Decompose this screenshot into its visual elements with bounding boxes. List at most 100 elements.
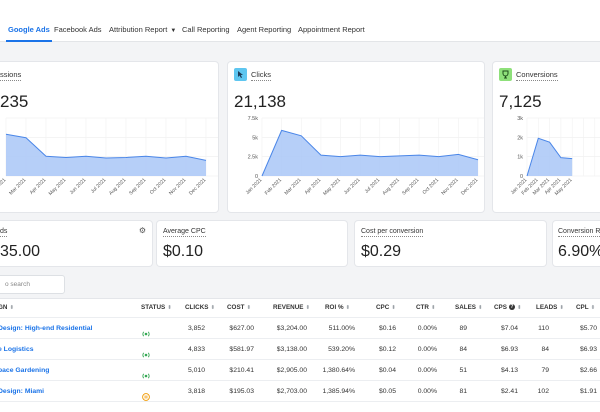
column-header-cost[interactable]: COST ⬍ — [227, 298, 251, 318]
row-divider — [0, 338, 600, 339]
cell-leads: 79 — [541, 367, 549, 374]
cell-clicks: 4,833 — [187, 346, 205, 353]
column-header-roi[interactable]: ROI % ⬍ — [325, 298, 350, 318]
clicks-x-tick-label: Mar 2021 — [284, 177, 303, 196]
sessions-value: 235 — [0, 92, 29, 111]
row-divider — [0, 317, 600, 318]
cell-cpc: $0.12 — [378, 346, 396, 353]
campaign-name-link[interactable]: e Logistics — [0, 346, 34, 353]
cell-revenue: $3,204.00 — [276, 325, 307, 332]
search-input[interactable]: o search — [0, 275, 65, 294]
cell-cost: $195.03 — [229, 388, 254, 395]
cell-cost: $627.00 — [229, 325, 254, 332]
column-header-sales[interactable]: SALES ⬍ — [455, 298, 483, 318]
column-header-label: GN — [0, 304, 8, 311]
tab-attribution-report[interactable]: Attribution Report ▼ — [109, 0, 176, 42]
status-paused-icon[interactable] — [142, 388, 150, 401]
cell-sales: 84 — [459, 346, 467, 353]
cell-roi: 539.20% — [328, 346, 355, 353]
ad-spend-card: ds 35.00 ⚙ — [0, 221, 152, 266]
tab-google-ads[interactable]: Google Ads — [6, 0, 52, 42]
clicks-card: Clicks 21,138 0 2.5k 5k 7.5k Jan 2021 Feb 202… — [228, 62, 484, 212]
help-icon[interactable]: ? — [508, 304, 515, 311]
column-header-name[interactable]: GN ⬍ — [0, 298, 14, 318]
cell-clicks: 3,818 — [187, 388, 205, 395]
average-cpc-card: Average CPC $0.10 — [157, 221, 347, 266]
cell-ctr: 0.00% — [417, 325, 437, 332]
sessions-card-title: ssions — [0, 70, 22, 81]
status-active-icon[interactable] — [142, 325, 150, 337]
cell-leads: 110 — [538, 325, 549, 332]
tab-call-reporting[interactable]: Call Reporting — [182, 25, 230, 34]
column-header-cpc[interactable]: CPC ⬍ — [376, 298, 396, 318]
cell-leads: 102 — [537, 388, 549, 395]
clicks-x-tick-label: Apr 2021 — [304, 177, 323, 196]
clicks-x-tick-label: Nov 2021 — [440, 177, 460, 197]
sort-icon: ⬍ — [210, 305, 216, 311]
cell-roi: 511.00% — [328, 325, 355, 332]
cell-cps: $2.41 — [500, 388, 518, 395]
column-header-cpl[interactable]: CPL ⬍ — [576, 298, 595, 318]
column-header-cps[interactable]: CPS? ⬍ — [494, 298, 522, 318]
column-header-label: CPC — [376, 304, 390, 311]
cell-cpc: $0.04 — [378, 367, 396, 374]
cell-cost: $210.41 — [229, 367, 254, 374]
column-header-ctr[interactable]: CTR ⬍ — [416, 298, 436, 318]
sessions-x-tick-label: Aug 2021 — [108, 177, 128, 197]
cell-cps: $4.13 — [500, 367, 518, 374]
cell-ctr: 0.00% — [417, 367, 437, 374]
column-header-revenue[interactable]: REVENUE ⬍ — [273, 298, 310, 318]
clicks-x-tick-label: Aug 2021 — [381, 177, 401, 197]
column-header-label: CPS — [494, 304, 507, 311]
status-active-icon[interactable] — [142, 346, 150, 358]
cell-revenue: $2,905.00 — [276, 367, 307, 374]
column-header-label: SALES — [455, 304, 476, 311]
clicks-x-tick-label: Dec 2021 — [460, 177, 480, 197]
cell-cpl: $5.70 — [579, 325, 597, 332]
conversion-rate-card: Conversion Ra 6.90% — [553, 221, 600, 266]
sort-icon: ⬍ — [167, 305, 172, 311]
report-tabs-bar: Google Ads Facebook Ads Attribution Repo… — [0, 0, 600, 42]
sort-icon: ⬍ — [9, 305, 15, 311]
cell-ctr: 0.00% — [417, 388, 437, 395]
gear-icon[interactable]: ⚙ — [138, 226, 146, 235]
cell-sales: 89 — [459, 325, 467, 332]
cell-sales: 81 — [459, 388, 467, 395]
campaign-name-link[interactable]: pace Gardening — [0, 367, 50, 374]
column-header-status[interactable]: STATUS ⬍ — [141, 298, 172, 318]
sessions-x-tick-label: Nov 2021 — [168, 177, 188, 197]
column-header-label: CLICKS — [185, 304, 209, 311]
cost-per-conversion-card: Cost per conversion $0.29 — [355, 221, 546, 266]
sort-icon: ⬍ — [305, 305, 311, 311]
column-header-clicks[interactable]: CLICKS ⬍ — [185, 298, 215, 318]
cell-leads: 84 — [541, 346, 549, 353]
cell-roi: 1,385.94% — [322, 388, 355, 395]
cell-cpl: $6.93 — [579, 346, 597, 353]
tab-agent-reporting[interactable]: Agent Reporting — [237, 25, 292, 34]
cell-clicks: 3,852 — [187, 325, 205, 332]
conversions-y-tick-label: 3k — [517, 116, 523, 122]
campaign-name-link[interactable]: Design: Miami — [0, 388, 45, 395]
column-header-label: LEADS — [536, 304, 558, 311]
clicks-x-tick-label: May 2021 — [322, 177, 342, 197]
sessions-x-tick-label: Jun 2021 — [69, 177, 88, 196]
sort-icon: ⬍ — [516, 305, 522, 311]
column-header-label: REVENUE — [273, 304, 304, 311]
row-divider — [0, 359, 600, 360]
campaign-name-link[interactable]: Design: High-end Residential — [0, 325, 93, 332]
tab-facebook-ads[interactable]: Facebook Ads — [54, 25, 102, 34]
sessions-x-tick-label: Sep 2021 — [128, 177, 148, 197]
conversions-y-tick-label: 1k — [517, 155, 523, 161]
column-header-label: COST — [227, 304, 245, 311]
conversion-rate-label: Conversion Ra — [558, 228, 600, 237]
column-header-leads[interactable]: LEADS ⬍ — [536, 298, 564, 318]
sessions-area — [6, 134, 206, 176]
trophy-icon — [499, 68, 512, 81]
average-cpc-value: $0.10 — [163, 243, 204, 260]
clicks-y-tick-label: 0 — [255, 174, 258, 180]
tab-appointment-report[interactable]: Appointment Report — [298, 25, 365, 34]
status-active-icon[interactable] — [142, 367, 150, 379]
sort-icon: ⬍ — [430, 305, 436, 311]
